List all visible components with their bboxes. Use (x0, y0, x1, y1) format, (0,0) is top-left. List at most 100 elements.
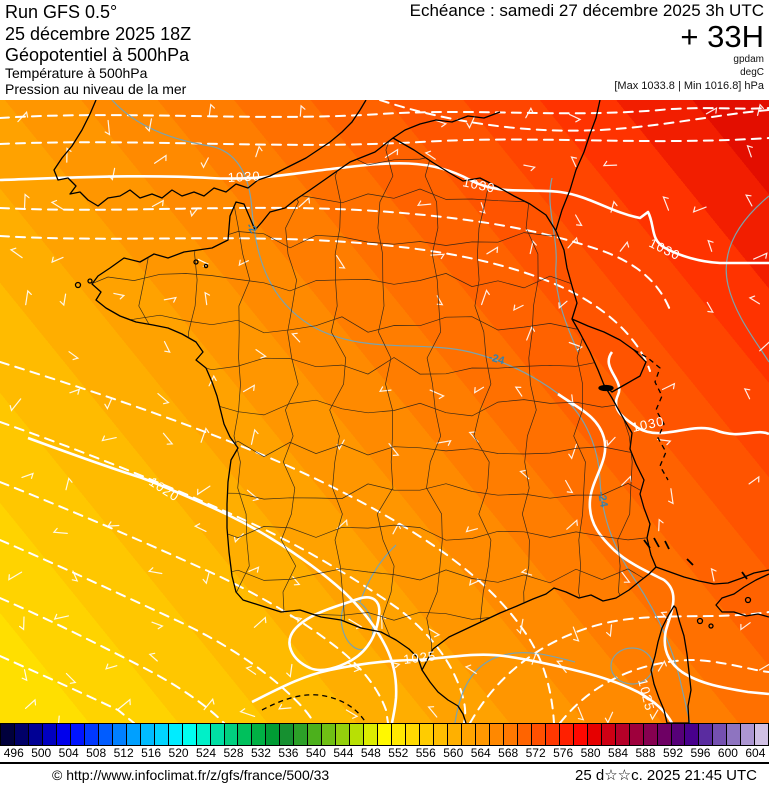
wind-barb (246, 489, 260, 501)
wind-barb (278, 704, 292, 710)
isobar-label: 1025 (403, 648, 438, 667)
wind-barb (291, 332, 301, 343)
wind-barb (757, 103, 764, 116)
colorbar-cell (420, 724, 435, 745)
wind-barb (113, 292, 126, 300)
colorbar-cell (280, 724, 295, 745)
wind-barb (53, 613, 69, 620)
colorbar-cell (14, 724, 29, 745)
wind-barb (466, 115, 476, 130)
param-geopotential: Géopotentiel à 500hPa (5, 45, 190, 65)
wind-barb (200, 427, 210, 443)
colorbar-cell (448, 724, 462, 745)
wind-barb (657, 659, 667, 672)
colorbar-cell (28, 724, 43, 745)
colorbar-cell (531, 724, 546, 745)
wind-barb (486, 246, 499, 255)
wind-barb (65, 672, 77, 684)
colorbar-tick-label: 520 (168, 746, 189, 760)
colorbar-tick-label: 576 (553, 746, 574, 760)
isobar-label: 1030 (227, 168, 261, 185)
wind-barb (748, 475, 760, 485)
wind-barb (743, 388, 751, 400)
unit-gpdam: gpdam (733, 54, 764, 65)
wind-barb (105, 663, 118, 670)
colorbar-cell (1, 724, 15, 745)
colorbar-cell (657, 724, 672, 745)
island (744, 596, 752, 604)
colorbar-cell (685, 724, 700, 745)
weather-map[interactable]: 1030 1030 1030 1030 1020 1025 1025 -24 -24 -2 (0, 99, 769, 730)
colorbar-cell (517, 724, 532, 745)
wind-barb (51, 256, 64, 264)
wind-barb (238, 259, 249, 267)
wind-barb (250, 428, 259, 445)
wind-barb (248, 566, 260, 573)
wind-barb (525, 106, 534, 119)
colorbar-tick-label: 548 (360, 746, 381, 760)
wind-barb (345, 709, 359, 719)
wind-barb (25, 289, 32, 306)
wind-barb (668, 488, 674, 505)
wind-barb (151, 621, 164, 630)
wind-barb (746, 144, 753, 158)
wind-barb (619, 240, 630, 252)
wind-barb (568, 443, 577, 460)
colorbar-cell (643, 724, 658, 745)
forecast-info-block: Echéance : samedi 27 décembre 2025 3h UT… (410, 1, 764, 93)
colorbar-cell (308, 724, 323, 745)
colorbar-cell (350, 724, 365, 745)
source-url: © http://www.infoclimat.fr/z/gfs/france/… (52, 767, 330, 783)
run-info-block: Run GFS 0.5° 25 décembre 2025 18Z Géopot… (5, 1, 191, 97)
wind-barb (529, 240, 537, 255)
colorbar-tick-label: 512 (113, 746, 134, 760)
wind-barb (163, 341, 171, 353)
wind-barb (565, 479, 574, 494)
wind-barb (147, 567, 163, 575)
wind-barb (745, 194, 753, 207)
wind-barb (604, 711, 614, 724)
wind-barb (292, 576, 301, 586)
wind-barb (706, 301, 714, 313)
wind-barb (740, 622, 751, 631)
wind-barb (65, 477, 73, 491)
wind-barb (758, 663, 769, 671)
wind-barb (661, 382, 676, 391)
wind-barb (658, 518, 664, 532)
wind-barb (481, 289, 490, 306)
temperature-label: -24 (487, 351, 506, 367)
isobar-label: 1030 (461, 174, 496, 196)
wind-barb (427, 706, 438, 718)
colorbar-cell (629, 724, 644, 745)
wind-barb (759, 341, 769, 352)
wind-barb (606, 436, 616, 447)
wind-barb (59, 293, 67, 307)
wind-barb (568, 341, 584, 351)
wind-barb (572, 626, 580, 642)
wind-barb (348, 618, 363, 630)
colorbar-tick-label: 596 (690, 746, 711, 760)
department-line (376, 138, 395, 670)
department-line (473, 138, 492, 670)
island (87, 278, 93, 284)
colorbar-cell (671, 724, 686, 745)
island (696, 617, 704, 625)
colorbar-tick-label: 532 (250, 746, 271, 760)
colorbar-tick-label: 544 (333, 746, 354, 760)
rhine-line (555, 99, 601, 231)
department-line (233, 138, 251, 670)
wind-barb (69, 388, 81, 395)
colorbar-cell (140, 724, 155, 745)
unit-degc: degC (740, 67, 764, 78)
colorbar-tick-label: 592 (662, 746, 683, 760)
colorbar-cell (587, 724, 602, 745)
island (193, 259, 199, 265)
wind-barb (202, 572, 210, 585)
dashed-isobar-lines (0, 99, 769, 724)
echeance-label: Echéance : samedi 27 décembre 2025 3h UT… (409, 1, 764, 20)
colorbar-cell (252, 724, 267, 745)
wind-barb (416, 200, 432, 207)
wind-barb (336, 518, 348, 530)
wind-barb (748, 295, 760, 305)
